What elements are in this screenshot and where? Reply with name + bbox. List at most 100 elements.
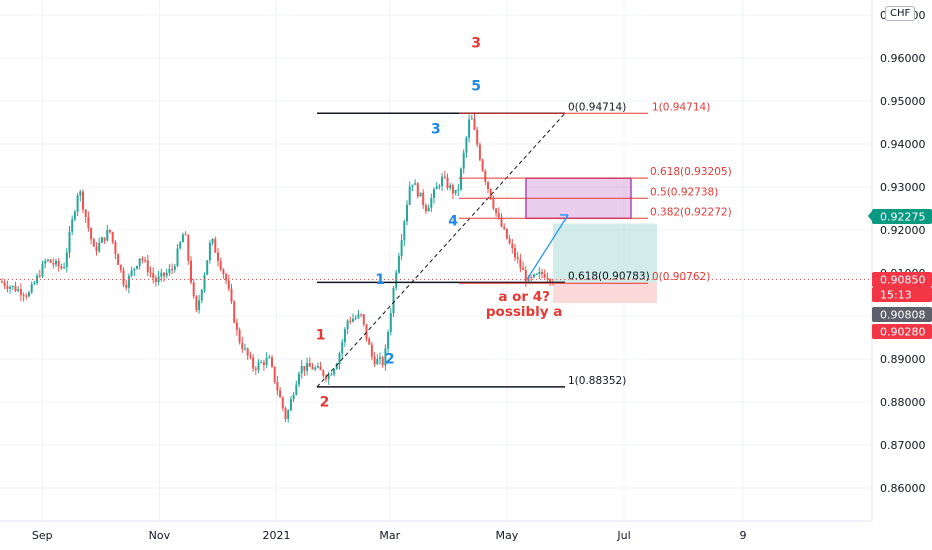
candle-body [146,260,149,273]
candle-body [338,353,341,365]
candle-body [95,246,98,252]
candle-body [287,410,290,419]
candle-body [470,118,473,120]
wave-label: 4 [448,214,458,230]
candle-body [98,242,101,252]
x-tick-label: 2021 [262,529,290,542]
y-tick-label: 0.93000 [880,181,926,194]
candle-body [408,186,411,205]
candle-body [184,234,187,236]
profit-zone [552,223,657,283]
candle-body [346,320,349,330]
tag-pointer [868,211,872,221]
candle-body [11,285,14,287]
wave-label: 5 [471,78,481,94]
candle-body [535,273,538,275]
note-label: possibly a [486,304,563,320]
note-label: a or 4? [498,289,550,305]
candle-body [19,289,22,296]
candle-body [249,355,252,358]
fib-label-red: 0.5(0.92738) [650,186,718,198]
projection-arrow [526,214,569,280]
candle-body [57,260,60,267]
candle-body [28,292,30,297]
y-tick-label: 0.87000 [880,439,926,452]
candle-body [503,226,506,229]
candle-body [200,289,203,301]
tag-text: 0.92275 [880,211,926,224]
candle-body [306,363,309,371]
price-tag: 0.90808 [872,307,932,322]
y-tick-label: 0.96000 [880,52,926,65]
candle-body [414,183,417,185]
candle-body [25,295,28,297]
candle-body [427,207,430,212]
candle-body [327,375,330,380]
candle-body [281,397,284,409]
candle-body [354,317,357,319]
candle-body [406,204,408,222]
candle-body [138,258,141,266]
wave-label: 2 [385,351,395,367]
y-tick-label: 0.95000 [880,95,926,108]
y-tick-label: 0.88000 [880,396,926,409]
y-tick-label: 0.89000 [880,353,926,366]
candle-body [387,331,390,349]
candle-body [441,176,444,187]
candle-body [473,118,476,130]
candle-body [103,237,106,241]
candle-body [462,152,465,169]
candle-body [435,186,438,190]
candle-body [538,272,541,274]
x-tick-label: Nov [149,529,171,542]
candle-body [300,366,303,374]
candle-body [92,239,95,247]
candle-body [365,324,368,339]
candle-body [152,273,155,279]
candle-body [41,263,44,277]
candle-body [314,367,317,370]
candle-body [268,357,271,359]
candle-body [14,285,17,292]
candle-body [84,209,87,217]
candle-body [341,342,344,354]
candle-body [416,183,419,197]
candle-body [516,257,519,260]
candle-body [52,262,55,265]
candle-body [379,357,381,359]
grid [0,0,872,521]
fib-label-black: 1(0.88352) [568,375,626,387]
candle-body [289,399,292,411]
candle-body [190,260,192,283]
candle-body [360,314,363,316]
x-tick-label: 9 [740,529,747,542]
candle-body [122,270,125,285]
candle-body [284,408,287,419]
candle-body [476,129,479,145]
x-tick-label: May [496,529,519,542]
candle-body [90,228,93,240]
candles [0,112,872,423]
candle-body [481,159,484,171]
candle-body [395,272,398,288]
candle-body [73,211,76,220]
candle-body [271,357,273,367]
candle-body [198,300,201,311]
candle-body [241,342,244,349]
candle-body [330,374,333,376]
candle-body [276,381,279,391]
candle-body [484,170,487,182]
currency-badge[interactable]: CHF [885,6,916,21]
candle-body [127,275,130,288]
candle-body [163,272,165,276]
candle-body [497,213,500,218]
wave-label: 2 [320,394,330,410]
candle-body [303,366,306,371]
candle-body [222,269,225,275]
candle-body [141,258,144,261]
candle-body [55,260,57,265]
candle-body [1,281,3,283]
candle-body [114,241,117,255]
x-tick-label: Mar [379,529,400,542]
